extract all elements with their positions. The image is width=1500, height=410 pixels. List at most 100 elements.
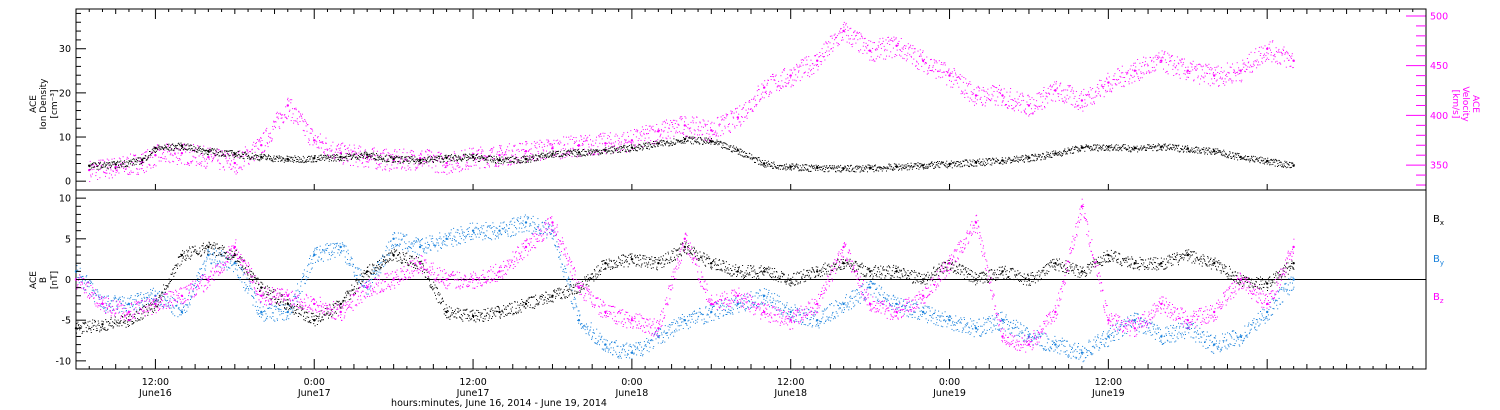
Bz-point [154, 302, 157, 306]
Bz-point [1001, 335, 1004, 338]
Bz-point [895, 310, 898, 314]
Bz-point [207, 278, 210, 281]
Bx-point [1027, 278, 1031, 281]
Bx-point [842, 262, 845, 265]
velocity-tick-label: 400 [1430, 111, 1448, 122]
x-axis-title: hours:minutes, June 16, 2014 - June 19, … [391, 398, 607, 409]
Bz-point [842, 245, 845, 249]
Bz-point [1213, 310, 1216, 314]
velocity-point [154, 154, 157, 157]
velocity-point [418, 157, 422, 160]
time-tick-label: 12:00 [142, 377, 169, 388]
density-point [392, 157, 395, 161]
Bx-trace [76, 241, 1295, 334]
velocity-tick-label: 500 [1430, 11, 1448, 22]
date-tick-label: June19 [932, 388, 966, 399]
velocity-point [1001, 94, 1004, 97]
plasma-panel: 0 10 20 30 350 400 450 500 ACE Ion Density [cm… [29, 8, 1480, 191]
magnetic-data-layer [74, 198, 1295, 363]
Bz-point [339, 310, 342, 314]
velocity-point [1133, 69, 1137, 72]
Bz-point [763, 310, 766, 314]
Bx-point [551, 294, 554, 297]
Bz-point [657, 327, 660, 330]
b-tick-label: 5 [65, 234, 71, 245]
b-axis-label-line-2: B [39, 277, 49, 283]
velocity-axis-label-line-1: ACE [1470, 95, 1480, 113]
density-point [180, 144, 184, 148]
Bx-point [524, 302, 528, 306]
By-point [736, 302, 739, 306]
velocity-axis-label-line-2: Velocity [1460, 86, 1470, 122]
Bz-point [1054, 310, 1057, 314]
b-tick-label: -5 [62, 316, 71, 327]
Bz-point [524, 245, 528, 249]
density-tick-label: 30 [59, 44, 71, 55]
Bx-point [445, 310, 448, 314]
Bz-point [1107, 319, 1110, 322]
density-point [683, 138, 686, 141]
velocity-point [260, 144, 263, 147]
density-axis-label-line-3: [cm⁻³] [50, 89, 60, 118]
time-tick-label: 12:00 [459, 377, 486, 388]
velocity-point [1186, 69, 1190, 72]
By-point [286, 310, 289, 314]
b-tick-label: -10 [55, 356, 71, 367]
Bz-point [604, 310, 607, 314]
Bz-point [683, 237, 686, 240]
velocity-point [816, 59, 819, 62]
Bz-point [974, 221, 978, 224]
velocity-point [842, 29, 845, 33]
Bz-point [816, 302, 819, 306]
density-point [524, 157, 528, 161]
velocity-point [445, 161, 448, 165]
legend: Bx By Bz [1433, 214, 1444, 305]
Bz-trace [76, 198, 1295, 353]
density-point [313, 157, 316, 160]
By-point [339, 245, 342, 249]
Bx-point [366, 270, 369, 273]
date-tick-label: June16 [138, 388, 172, 399]
Bz-point [1239, 278, 1242, 281]
b-tick-label: 0 [65, 275, 71, 286]
legend-entry-by: By [1433, 254, 1444, 267]
Bx-point [1186, 253, 1190, 257]
Bz-point [127, 310, 131, 314]
Bx-point [1292, 262, 1295, 265]
velocity-point [498, 154, 501, 157]
Bx-point [1266, 282, 1269, 285]
Bz-point [233, 245, 236, 249]
velocity-point [180, 152, 184, 155]
time-tick-label: 12:00 [1095, 377, 1122, 388]
Bx-point [789, 278, 792, 281]
b-axis-label-line-3: [nT] [50, 271, 60, 289]
density-point [339, 155, 342, 159]
By-point [418, 245, 422, 249]
legend-entry-bx: Bx [1433, 214, 1444, 227]
velocity-point [683, 124, 686, 127]
b-axis-label-line-1: ACE [29, 271, 39, 289]
By-point [1001, 319, 1004, 322]
Bz-point [498, 270, 501, 273]
By-point [392, 237, 395, 240]
Bz-point [1133, 327, 1137, 330]
By-point [1107, 335, 1110, 338]
By-point [948, 319, 951, 322]
velocity-tick-label: 450 [1430, 61, 1448, 72]
date-tick-label: June18 [773, 388, 807, 399]
Bx-point [101, 323, 104, 326]
b-axis: -10 -5 0 5 10 [55, 194, 86, 367]
By-point [577, 319, 581, 322]
velocity-point [895, 44, 898, 47]
Bz-point [1292, 245, 1295, 249]
By-point [1213, 343, 1216, 346]
velocity-tick-label: 350 [1430, 161, 1448, 172]
velocity-point [207, 156, 210, 159]
time-axis: 12:00June160:00June1712:00June170:00June… [75, 9, 1427, 399]
By-point [1054, 343, 1057, 346]
date-tick-label: June17 [456, 388, 490, 399]
By-point [1292, 278, 1295, 281]
plasma-data-layer [88, 21, 1295, 182]
